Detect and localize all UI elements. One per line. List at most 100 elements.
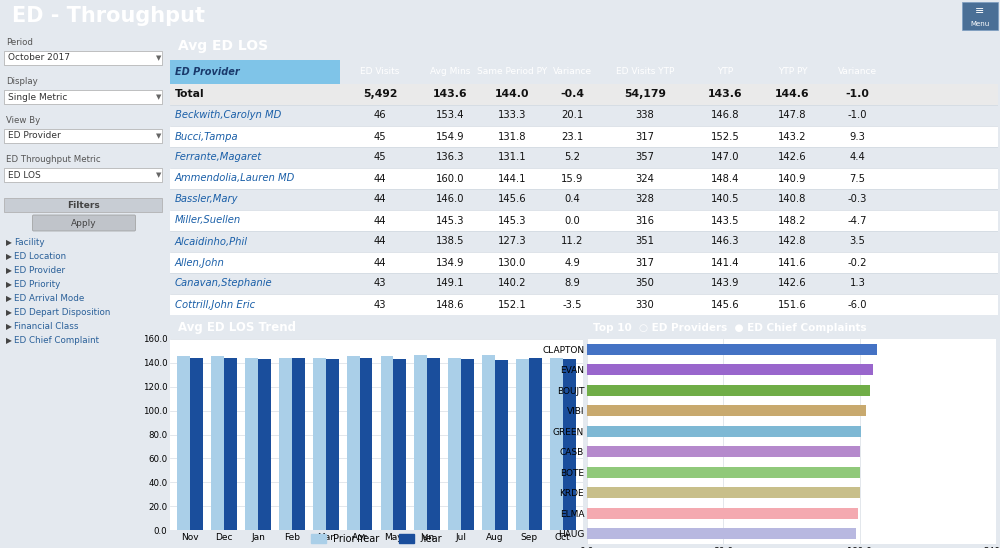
Bar — [461, 359, 474, 530]
Bar — [279, 357, 292, 530]
Bar — [170, 126, 998, 147]
Text: 146.0: 146.0 — [436, 195, 464, 204]
Text: 9.3: 9.3 — [850, 132, 865, 141]
Text: October 2017: October 2017 — [8, 54, 70, 62]
Text: 143.6: 143.6 — [433, 89, 467, 100]
Text: 143.2: 143.2 — [778, 132, 807, 141]
Text: 140.5: 140.5 — [711, 195, 739, 204]
Text: 144.0: 144.0 — [495, 89, 530, 100]
Text: 7.5: 7.5 — [850, 174, 866, 184]
Text: ED Provider: ED Provider — [14, 266, 65, 275]
Text: 145.3: 145.3 — [436, 215, 464, 225]
Text: ED - Throughput: ED - Throughput — [12, 6, 205, 26]
Text: Avg ED LOS: Avg ED LOS — [178, 39, 268, 53]
Text: ED Location: ED Location — [14, 252, 66, 261]
Text: ED Visits: ED Visits — [360, 67, 400, 77]
Text: ▶: ▶ — [6, 252, 12, 261]
Text: 148.2: 148.2 — [778, 215, 807, 225]
Bar — [587, 426, 861, 437]
Text: 23.1: 23.1 — [561, 132, 584, 141]
Text: 140.2: 140.2 — [498, 278, 527, 288]
Text: 44: 44 — [374, 174, 386, 184]
Text: 0.4: 0.4 — [565, 195, 580, 204]
Bar — [587, 528, 856, 539]
Text: 357: 357 — [636, 152, 654, 163]
Bar — [258, 359, 271, 530]
Text: 143.5: 143.5 — [711, 215, 739, 225]
Text: Same Period PY: Same Period PY — [477, 67, 548, 77]
Text: 3.5: 3.5 — [850, 237, 865, 247]
Text: 143.9: 143.9 — [711, 278, 739, 288]
Text: Total: Total — [175, 89, 205, 100]
Bar — [360, 357, 372, 530]
Text: ▼: ▼ — [156, 94, 161, 100]
Text: 43: 43 — [374, 278, 386, 288]
Bar — [529, 357, 542, 530]
Text: 44: 44 — [374, 258, 386, 267]
Text: ▼: ▼ — [156, 133, 161, 139]
Text: Single Metric: Single Metric — [8, 93, 67, 101]
Bar — [347, 356, 360, 530]
Text: ≡: ≡ — [975, 6, 985, 16]
Text: 152.1: 152.1 — [498, 300, 527, 310]
Text: 142.8: 142.8 — [778, 237, 807, 247]
Text: ED Visits YTP: ED Visits YTP — [616, 67, 674, 77]
Text: 142.6: 142.6 — [778, 152, 807, 163]
Bar — [427, 357, 440, 530]
Text: YTP PY: YTP PY — [778, 67, 807, 77]
Text: ED Priority: ED Priority — [14, 280, 60, 289]
Text: -1.0: -1.0 — [848, 111, 867, 121]
Text: 136.3: 136.3 — [436, 152, 464, 163]
Text: 140.9: 140.9 — [778, 174, 807, 184]
Text: Miller,Suellen: Miller,Suellen — [175, 215, 241, 225]
Text: 5,492: 5,492 — [363, 89, 397, 100]
Bar — [190, 357, 203, 530]
Bar — [292, 357, 305, 530]
FancyBboxPatch shape — [33, 215, 135, 231]
Text: ▶: ▶ — [6, 308, 12, 317]
FancyBboxPatch shape — [4, 168, 162, 182]
Text: Canavan,Stephanie: Canavan,Stephanie — [175, 278, 273, 288]
Text: 328: 328 — [636, 195, 654, 204]
Text: Filters: Filters — [68, 201, 100, 209]
Text: Beckwith,Carolyn MD: Beckwith,Carolyn MD — [175, 111, 281, 121]
Bar — [495, 360, 508, 530]
Text: 44: 44 — [374, 237, 386, 247]
Text: ▼: ▼ — [156, 172, 161, 178]
Text: 351: 351 — [636, 237, 654, 247]
Text: ▶: ▶ — [6, 266, 12, 275]
Text: ▶: ▶ — [6, 280, 12, 289]
FancyBboxPatch shape — [4, 90, 162, 104]
Text: 152.5: 152.5 — [711, 132, 739, 141]
Text: ▶: ▶ — [6, 336, 12, 345]
Text: 338: 338 — [636, 111, 654, 121]
Text: 148.6: 148.6 — [436, 300, 464, 310]
FancyBboxPatch shape — [4, 129, 162, 143]
Text: ED LOS: ED LOS — [8, 170, 41, 180]
Text: Menu: Menu — [970, 21, 990, 27]
Text: 131.1: 131.1 — [498, 152, 527, 163]
Text: ▶: ▶ — [6, 294, 12, 303]
Text: 146.3: 146.3 — [711, 237, 739, 247]
Text: 145.3: 145.3 — [498, 215, 527, 225]
Text: Facility: Facility — [14, 238, 44, 247]
Text: 141.4: 141.4 — [711, 258, 739, 267]
Text: 148.4: 148.4 — [711, 174, 739, 184]
Text: 138.5: 138.5 — [436, 237, 464, 247]
Text: ED Provider: ED Provider — [175, 67, 240, 77]
FancyBboxPatch shape — [4, 51, 162, 65]
Text: 54,179: 54,179 — [624, 89, 666, 100]
Bar — [224, 357, 237, 530]
Text: 143.6: 143.6 — [708, 89, 742, 100]
Text: 141.6: 141.6 — [778, 258, 807, 267]
Bar — [550, 357, 563, 530]
Text: 145.6: 145.6 — [711, 300, 739, 310]
Text: 330: 330 — [636, 300, 654, 310]
Bar — [587, 344, 877, 355]
Text: 151.6: 151.6 — [778, 300, 807, 310]
Bar — [211, 356, 224, 530]
FancyBboxPatch shape — [4, 198, 162, 212]
Text: Bassler,Mary: Bassler,Mary — [175, 195, 239, 204]
Text: 317: 317 — [636, 258, 654, 267]
Text: 140.8: 140.8 — [778, 195, 807, 204]
